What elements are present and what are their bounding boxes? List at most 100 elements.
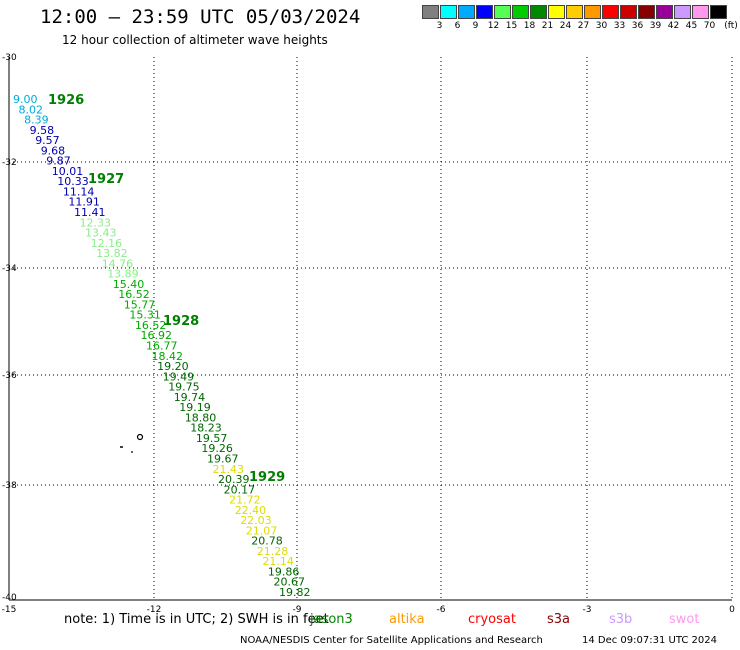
wave-height-value: 20.67 bbox=[274, 576, 306, 589]
legend-swatch bbox=[476, 5, 493, 19]
longitude-tick-label: -15 bbox=[2, 605, 17, 615]
longitude-tick-label: -9 bbox=[293, 605, 302, 615]
legend-swatch bbox=[638, 5, 655, 19]
latitude-tick-label: -32 bbox=[2, 158, 17, 168]
wave-height-value: 21.14 bbox=[262, 555, 294, 568]
wave-height-value: 9.87 bbox=[46, 155, 71, 168]
pass-labels: 1926 1927 1928 1929 bbox=[48, 93, 285, 485]
legend-label: 36 bbox=[631, 21, 644, 31]
wave-height-value: 19.82 bbox=[279, 586, 311, 599]
wave-height-value: 20.78 bbox=[251, 535, 282, 548]
wave-height-value: 11.91 bbox=[68, 196, 100, 209]
wave-height-value: 19.86 bbox=[268, 566, 300, 579]
longitude-tick-label: -12 bbox=[147, 605, 162, 615]
wave-height-value: 16.52 bbox=[135, 319, 167, 332]
wave-height-value: 9.00 bbox=[13, 93, 38, 106]
legend-label: 21 bbox=[541, 21, 554, 31]
legend-swatch bbox=[710, 5, 727, 19]
map-title: 12:00 – 23:59 UTC 05/03/2024 bbox=[40, 6, 361, 28]
wave-height-value: 13.89 bbox=[107, 268, 139, 281]
legend-swatch bbox=[422, 5, 439, 19]
legend-label: 33 bbox=[613, 21, 626, 31]
satellite-s3b: s3b bbox=[609, 612, 633, 627]
wave-height-value: 22.03 bbox=[240, 514, 272, 527]
generation-timestamp: 14 Dec 09:07:31 UTC 2024 bbox=[582, 635, 717, 646]
legend-label: 15 bbox=[505, 21, 518, 31]
legend-swatch bbox=[656, 5, 673, 19]
wave-height-value: 10.01 bbox=[52, 165, 84, 178]
legend-swatch bbox=[530, 5, 547, 19]
legend-unit: (ft) bbox=[724, 21, 738, 31]
longitude-tick-label: -3 bbox=[583, 605, 592, 615]
legend-swatch bbox=[548, 5, 565, 19]
legend-swatch bbox=[674, 5, 691, 19]
legend-swatch bbox=[620, 5, 637, 19]
wave-height-value: 15.40 bbox=[113, 278, 145, 291]
wave-height-value: 16.77 bbox=[146, 340, 178, 353]
longitude-tick-label: -6 bbox=[437, 605, 446, 615]
legend-swatch bbox=[584, 5, 601, 19]
wave-height-labels: 9.008.028.399.589.579.689.8710.0110.3311… bbox=[13, 93, 311, 599]
satellite-altika: altika bbox=[389, 612, 425, 627]
wave-height-value: 11.41 bbox=[74, 206, 106, 219]
wave-height-value: 21.07 bbox=[246, 524, 277, 537]
legend-label: 12 bbox=[487, 21, 500, 31]
legend-label: 3 bbox=[436, 21, 443, 31]
legend-label: 27 bbox=[577, 21, 590, 31]
wave-height-value: 21.28 bbox=[257, 545, 289, 558]
satellite-cryosat: cryosat bbox=[468, 612, 516, 627]
legend-swatch bbox=[494, 5, 511, 19]
satellite-jason3: jason3 bbox=[310, 612, 353, 627]
wave-height-value: 19.20 bbox=[157, 360, 189, 373]
latitude-tick-label: -36 bbox=[2, 371, 17, 381]
wave-height-value: 11.14 bbox=[63, 185, 95, 198]
pass-time-label: 1926 bbox=[48, 93, 84, 108]
legend-swatch bbox=[692, 5, 709, 19]
wave-height-value: 8.02 bbox=[19, 103, 44, 116]
axis-tick-labels: -15 -12 -9 -6 -3 0-30-32-34-36-38-40 bbox=[2, 53, 735, 615]
legend-label: 30 bbox=[595, 21, 608, 31]
satellite-swot: swot bbox=[669, 612, 700, 627]
wave-height-value: 9.68 bbox=[41, 144, 65, 157]
wave-height-value: 19.75 bbox=[168, 381, 200, 394]
pass-time-label: 1929 bbox=[249, 470, 285, 485]
legend-label: 70 bbox=[703, 21, 716, 31]
wave-height-value: 15.31 bbox=[129, 309, 161, 322]
wave-height-value: 13.82 bbox=[96, 247, 128, 260]
legend-swatch bbox=[458, 5, 475, 19]
legend-label: 39 bbox=[649, 21, 662, 31]
wave-height-value: 13.43 bbox=[85, 227, 117, 240]
wave-height-value: 10.33 bbox=[57, 175, 89, 188]
legend-label: 24 bbox=[559, 21, 572, 31]
legend-swatch bbox=[566, 5, 583, 19]
legend-swatch bbox=[440, 5, 457, 19]
wave-height-value: 16.52 bbox=[118, 288, 150, 301]
wave-height-value: 18.23 bbox=[190, 422, 222, 435]
latitude-tick-label: -40 bbox=[2, 593, 17, 603]
wave-height-value: 20.17 bbox=[224, 483, 256, 496]
wave-height-value: 19.57 bbox=[196, 432, 228, 445]
legend-label: 18 bbox=[523, 21, 536, 31]
credit-footer: NOAA/NESDIS Center for Satellite Applica… bbox=[240, 635, 543, 646]
wave-height-value: 19.26 bbox=[201, 442, 233, 455]
satellite-s3a: s3a bbox=[547, 612, 571, 627]
wave-height-value: 9.58 bbox=[30, 124, 54, 137]
wave-height-value: 20.39 bbox=[218, 473, 250, 486]
wave-height-value: 12.33 bbox=[80, 216, 112, 229]
latitude-tick-label: -34 bbox=[2, 264, 17, 274]
legend-label: 6 bbox=[454, 21, 461, 31]
wave-height-value: 21.43 bbox=[213, 463, 245, 476]
wave-height-value: 22.40 bbox=[235, 504, 267, 517]
map-subtitle: 12 hour collection of altimeter wave hei… bbox=[62, 33, 328, 47]
units-note: note: 1) Time is in UTC; 2) SWH is in fe… bbox=[64, 612, 329, 627]
wave-height-value: 18.42 bbox=[152, 350, 184, 363]
wave-height-value: 12.16 bbox=[91, 237, 123, 250]
island-marker bbox=[120, 433, 144, 453]
wave-height-value: 9.57 bbox=[35, 134, 60, 147]
latitude-tick-label: -38 bbox=[2, 481, 17, 491]
wave-height-value: 19.19 bbox=[179, 401, 211, 414]
wave-height-value: 19.67 bbox=[207, 453, 239, 466]
pass-time-label: 1928 bbox=[163, 314, 199, 329]
wave-height-value: 14.76 bbox=[102, 257, 134, 270]
